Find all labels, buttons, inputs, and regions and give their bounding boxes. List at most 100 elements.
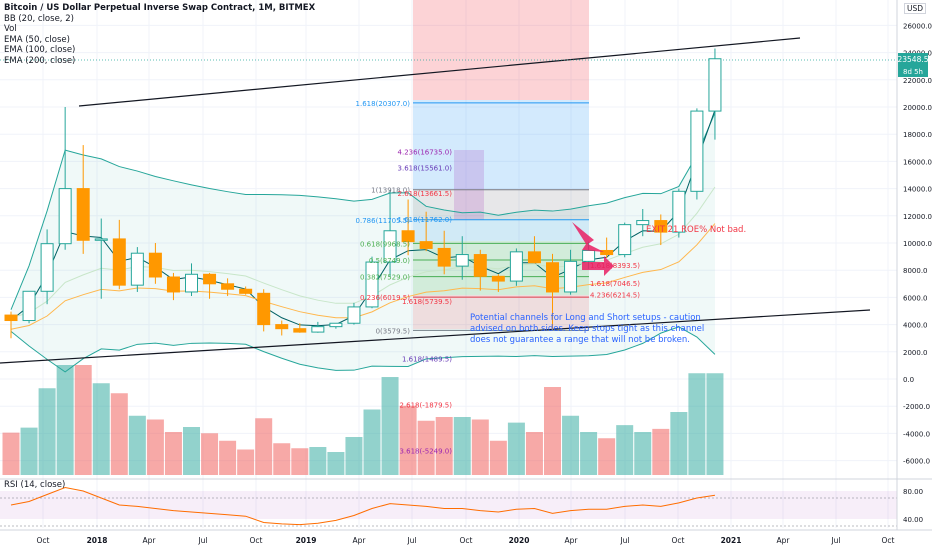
- short-arrow-icon: [572, 222, 604, 252]
- bb-upper: [10, 112, 716, 310]
- rsi-line: [10, 486, 716, 526]
- time-tick-label: Oct: [672, 536, 685, 545]
- time-tick-label: 2019: [296, 536, 317, 545]
- legend-vol[interactable]: Vol: [4, 24, 17, 35]
- candle-body: [203, 273, 217, 285]
- price-tick-label: -2000.0: [903, 403, 930, 411]
- candle-body: [672, 190, 686, 233]
- candle-body: [455, 254, 469, 267]
- candle-body: [401, 230, 415, 243]
- candle-body: [329, 322, 343, 328]
- price-tick-label: 8000.0: [903, 267, 928, 275]
- countdown-badge: [898, 66, 928, 77]
- volume-bar: [598, 438, 616, 475]
- legend-ema100[interactable]: EMA (100, close): [4, 45, 76, 56]
- candle-body: [347, 306, 361, 324]
- price-tick-label: 14000.0: [903, 186, 932, 194]
- price-tick-label: 20000.0: [903, 104, 932, 112]
- countdown-value: 8d 5h: [903, 68, 923, 76]
- legend-ema200[interactable]: EMA (200, close): [4, 55, 76, 66]
- price-tick-label: 4000.0: [903, 322, 928, 330]
- volume-bar: [74, 365, 92, 475]
- candle-body: [365, 261, 379, 308]
- support-trendline: [0, 309, 871, 364]
- candle-body: [76, 188, 90, 241]
- volume-bar: [688, 373, 706, 475]
- volume-bar: [634, 432, 652, 475]
- volume-bar: [363, 409, 381, 475]
- fib-label: 0.5(8749.0): [369, 257, 410, 265]
- price-tick-label: 12000.0: [903, 213, 932, 221]
- fib-label: 0.236(6019.5): [360, 294, 410, 302]
- annotations: EXIT 21 ROE% Not bad. Potential channels …: [470, 222, 746, 345]
- time-tick-label: Apr: [143, 536, 157, 545]
- candle-body: [419, 241, 433, 249]
- candle-body: [130, 252, 144, 286]
- fib-label: 4.236(16735.0): [398, 148, 453, 156]
- volume-bar: [255, 418, 273, 475]
- fib-zone-teal: [413, 219, 589, 241]
- time-tick-label: Oct: [882, 536, 895, 545]
- price-tick-label: -6000.0: [903, 458, 930, 466]
- fib-label: 3.618(15561.0): [398, 164, 453, 172]
- rsi-legend[interactable]: RSI (14, close): [4, 480, 66, 490]
- candle-body: [22, 290, 36, 322]
- candle-body: [221, 283, 235, 290]
- rsi-pane: [0, 478, 932, 531]
- price-tick-label: 0.0: [903, 376, 914, 384]
- time-tick-label: Jul: [406, 536, 416, 545]
- candle-body: [293, 328, 307, 333]
- candle-body: [690, 110, 704, 192]
- resistance-trendline: [78, 37, 801, 107]
- volume-bar: [92, 383, 110, 475]
- volume-bar: [525, 432, 543, 475]
- price-badge-value: 23548.5: [897, 55, 928, 64]
- volume-bar: [273, 443, 291, 475]
- chart-legend: Bitcoin / US Dollar Perpetual Inverse Sw…: [4, 3, 315, 67]
- fib-label: 1.618(7046.5): [590, 280, 640, 288]
- candle-body: [58, 188, 72, 245]
- volume-bar: [309, 447, 327, 475]
- time-tick-label: 2018: [87, 536, 108, 545]
- price-tick-label: 6000.0: [903, 294, 928, 302]
- caution-note: does not guarantee a range that will not…: [470, 335, 690, 345]
- chart-title: Bitcoin / US Dollar Perpetual Inverse Sw…: [4, 3, 316, 13]
- price-tick-label: 16000.0: [903, 158, 932, 166]
- candle-body: [437, 247, 451, 267]
- time-tick-label: Oct: [37, 536, 50, 545]
- volume-bar: [164, 432, 182, 475]
- candle-body: [257, 292, 271, 326]
- volume-bar: [489, 440, 507, 475]
- volume-bar: [2, 432, 20, 475]
- price-tick-label: 2000.0: [903, 349, 928, 357]
- rsi-band: [0, 491, 897, 519]
- currency-label[interactable]: USD: [904, 3, 927, 14]
- rsi-tick-label: 40.00: [903, 516, 923, 524]
- volume-bar: [706, 373, 724, 475]
- axes: 26000.024000.022000.020000.018000.016000…: [37, 0, 932, 545]
- candle-body: [148, 252, 162, 278]
- fib-label: 0.786(11705.5): [356, 217, 411, 225]
- candles: [4, 48, 722, 339]
- fib-zone-red: [413, 295, 589, 329]
- candle-body: [564, 260, 578, 293]
- candle-body: [275, 324, 289, 330]
- fib-label: 0.382(7529.0): [360, 274, 410, 282]
- candle-body: [4, 314, 18, 322]
- legend-ema50[interactable]: EMA (50, close): [4, 34, 70, 45]
- fib-label: 4.236(6214.5): [590, 291, 640, 299]
- price-tick-label: 22000.0: [903, 77, 932, 85]
- candle-body: [473, 254, 487, 277]
- volume-bar: [128, 415, 146, 475]
- volume-bar: [616, 425, 634, 475]
- price-tick-label: 10000.0: [903, 240, 932, 248]
- candle-body: [527, 251, 541, 264]
- legend-bb[interactable]: BB (20, close, 2): [4, 13, 74, 24]
- candle-body: [636, 220, 650, 226]
- candle-body: [582, 249, 596, 262]
- volume-bar: [435, 417, 453, 475]
- volume-bar: [201, 433, 219, 475]
- trendlines: [0, 37, 897, 364]
